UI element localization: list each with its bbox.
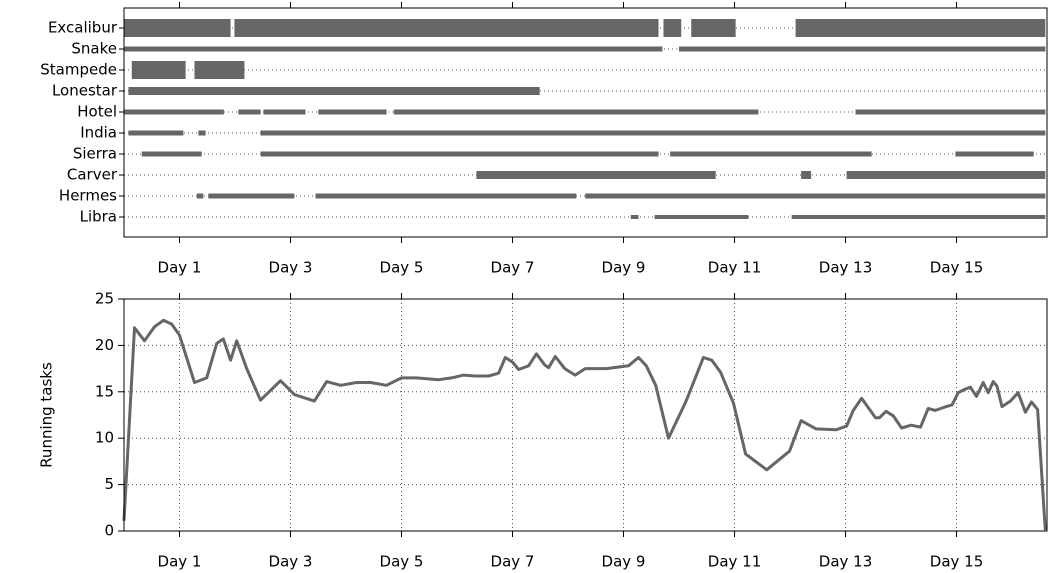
- x-tick-label: Day 15: [930, 259, 983, 277]
- activity-segment: [630, 215, 639, 219]
- x-tick-label: Day 1: [158, 553, 202, 571]
- y-tick-label: 25: [95, 290, 114, 308]
- activity-segment: [124, 109, 224, 115]
- x-tick-label: Day 7: [491, 259, 535, 277]
- y-tick-label: 10: [95, 429, 114, 447]
- activity-segment: [196, 193, 204, 199]
- row-label: Sierra: [73, 145, 117, 163]
- activity-segment: [208, 193, 295, 199]
- activity-segment: [791, 215, 1046, 219]
- activity-segment: [393, 109, 759, 115]
- activity-segment: [124, 19, 231, 37]
- activity-segment: [855, 109, 1046, 115]
- x-tick-label: Day 5: [380, 553, 424, 571]
- x-tick-label: Day 13: [819, 553, 872, 571]
- x-tick-label: Day 9: [602, 259, 646, 277]
- x-tick-label: Day 11: [708, 553, 761, 571]
- activity-segment: [128, 87, 540, 95]
- activity-segment: [955, 151, 1034, 157]
- activity-segment: [846, 171, 1046, 179]
- row-label: Stampede: [40, 61, 117, 79]
- activity-segment: [663, 19, 682, 37]
- activity-segment: [670, 151, 872, 157]
- activity-segment: [260, 130, 1046, 136]
- row-label: Hotel: [77, 103, 117, 121]
- activity-segment: [263, 109, 306, 115]
- row-label: India: [80, 124, 117, 142]
- activity-segment: [124, 46, 663, 52]
- activity-segment: [238, 109, 261, 115]
- y-tick-label: 20: [95, 336, 114, 354]
- activity-segment: [198, 130, 206, 136]
- activity-segment: [654, 215, 749, 219]
- activity-segment: [795, 19, 1046, 37]
- plot-frame: [123, 298, 1048, 532]
- activity-segment: [691, 19, 736, 37]
- line-series: [122, 318, 1047, 531]
- x-tick-label: Day 3: [269, 259, 313, 277]
- x-tick-label: Day 9: [602, 553, 646, 571]
- row-label: Hermes: [59, 187, 117, 205]
- row-label: Libra: [80, 208, 117, 226]
- y-tick-label: 5: [104, 475, 114, 493]
- x-tick-label: Day 5: [380, 259, 424, 277]
- y-tick-label: 15: [95, 382, 114, 400]
- row-label: Snake: [71, 40, 117, 58]
- activity-segment: [315, 193, 577, 199]
- row-label: Lonestar: [52, 82, 118, 100]
- activity-segment: [128, 130, 184, 136]
- activity-segment: [476, 171, 716, 179]
- y-axis-label: Running tasks: [38, 362, 56, 468]
- x-tick-label: Day 13: [819, 259, 872, 277]
- x-tick-label: Day 3: [269, 553, 313, 571]
- x-tick-label: Day 15: [930, 553, 983, 571]
- y-tick-label: 0: [104, 522, 114, 540]
- activity-segment: [194, 61, 245, 79]
- activity-segment: [131, 61, 186, 79]
- row-label: Excalibur: [48, 19, 118, 37]
- x-tick-label: Day 11: [708, 259, 761, 277]
- x-tick-label: Day 7: [491, 553, 535, 571]
- row-label: Carver: [67, 166, 118, 184]
- activity-segment: [141, 151, 202, 157]
- x-tick-label: Day 1: [158, 259, 202, 277]
- activity-segment: [234, 19, 659, 37]
- activity-segment: [801, 171, 812, 179]
- activity-segment: [318, 109, 387, 115]
- activity-segment: [585, 193, 1046, 199]
- activity-segment: [679, 46, 1046, 52]
- activity-segment: [260, 151, 659, 157]
- plot-frame: [123, 7, 1048, 238]
